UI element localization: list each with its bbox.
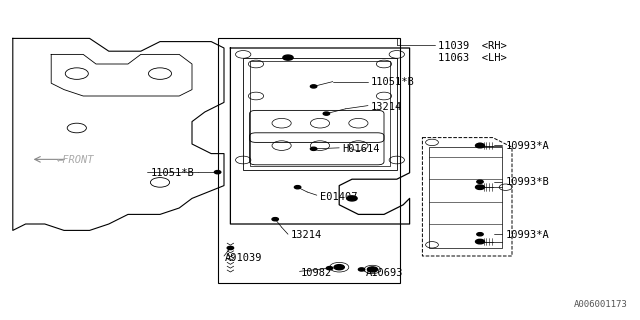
Bar [243,58,397,170]
Text: H01614: H01614 [342,144,380,154]
Circle shape [477,233,483,236]
Bar [429,147,502,248]
Circle shape [347,196,357,201]
Text: 11051*B: 11051*B [150,168,194,178]
Text: 11039  <RH>: 11039 <RH> [438,41,507,52]
Text: 13214: 13214 [371,102,403,112]
Bar [218,38,400,283]
Circle shape [334,265,344,270]
Bar [250,61,390,166]
Circle shape [326,267,333,270]
Text: 10993*A: 10993*A [506,230,549,240]
Text: 11051*B: 11051*B [371,76,415,87]
Text: A006001173: A006001173 [573,300,627,309]
Circle shape [323,112,330,115]
Circle shape [477,180,483,183]
Circle shape [476,143,484,148]
Text: 11063  <LH>: 11063 <LH> [438,52,507,63]
Circle shape [358,268,365,271]
Text: 13214: 13214 [291,230,323,240]
Circle shape [477,143,483,147]
Text: E01407: E01407 [320,192,358,202]
Circle shape [310,147,317,150]
Circle shape [227,246,234,250]
Text: 10993*B: 10993*B [506,177,549,188]
Circle shape [214,171,221,174]
Text: 10982: 10982 [301,268,332,278]
Circle shape [367,267,378,272]
Circle shape [272,218,278,221]
Circle shape [294,186,301,189]
Text: ←FRONT: ←FRONT [56,155,94,165]
Circle shape [310,85,317,88]
Circle shape [283,55,293,60]
Circle shape [476,239,484,244]
Text: 10993*A: 10993*A [506,140,549,151]
Text: A91039: A91039 [225,252,263,263]
Circle shape [476,185,484,189]
Text: A10693: A10693 [366,268,404,278]
